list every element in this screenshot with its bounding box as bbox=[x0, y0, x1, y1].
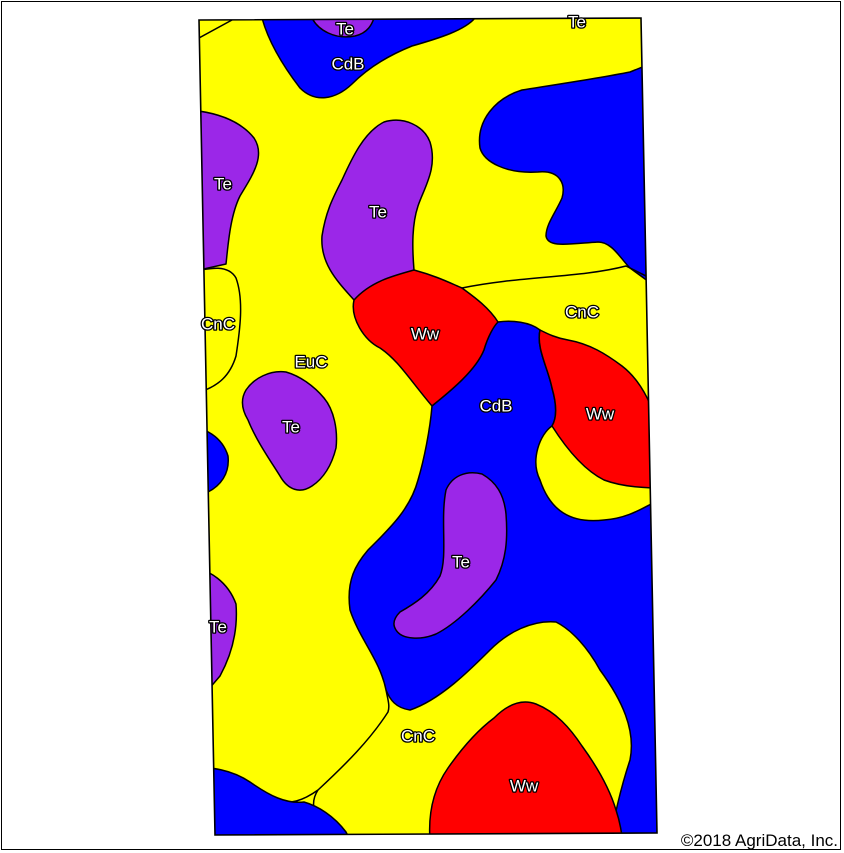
boundary-line bbox=[199, 267, 242, 393]
soil-label: Ww bbox=[586, 405, 615, 424]
soil-label: Te bbox=[282, 418, 300, 437]
copyright-notice: ©2018 AgriData, Inc. bbox=[680, 831, 838, 850]
map-unit-cdb bbox=[261, 18, 476, 99]
map-unit-ww bbox=[428, 701, 623, 835]
field-base bbox=[199, 18, 657, 835]
soil-label: CdB bbox=[479, 397, 512, 416]
soil-labels: Te Te CdB Te Te CnC Ww CnC EuC CdB Ww Te… bbox=[200, 11, 616, 797]
soil-label: CnC bbox=[201, 315, 235, 334]
soil-label: EuC bbox=[294, 353, 327, 372]
soil-label: Te bbox=[452, 553, 470, 572]
map-unit-cdb bbox=[199, 766, 351, 835]
soil-label: Te bbox=[568, 13, 586, 32]
soil-label: Ww bbox=[411, 325, 440, 344]
map-unit-cdb bbox=[478, 59, 657, 291]
soil-label: Te bbox=[209, 618, 227, 637]
map-unit-te bbox=[321, 119, 434, 301]
boundary-line bbox=[199, 19, 233, 39]
map-unit-te bbox=[311, 18, 375, 38]
map-unit-te bbox=[393, 472, 508, 639]
soil-label: Ww bbox=[510, 777, 539, 796]
map-unit-te bbox=[199, 109, 260, 273]
soil-label: Te bbox=[336, 20, 354, 39]
soil-label: CnC bbox=[401, 727, 435, 746]
map-unit-ww bbox=[538, 329, 657, 489]
boundary-line bbox=[461, 265, 651, 289]
soil-label: CdB bbox=[331, 55, 364, 74]
map-unit-te bbox=[241, 370, 338, 491]
field-boundary bbox=[198, 17, 658, 836]
soil-label: Te bbox=[369, 203, 387, 222]
soil-label: CnC bbox=[565, 303, 599, 322]
soil-label: Te bbox=[214, 175, 232, 194]
